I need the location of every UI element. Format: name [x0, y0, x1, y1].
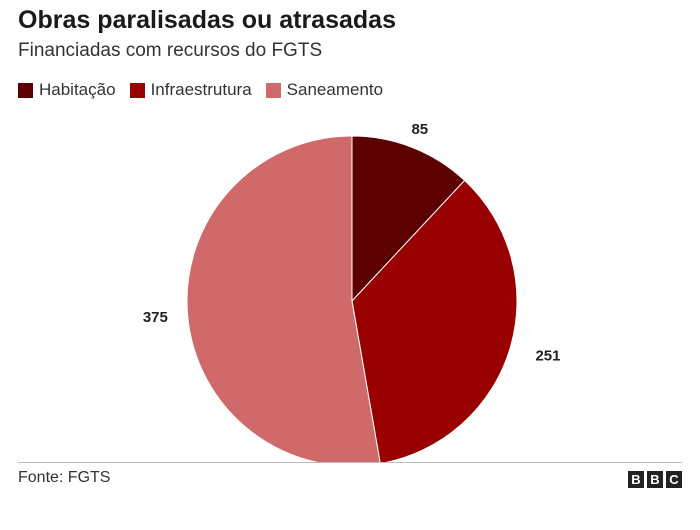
legend-swatch-infraestrutura — [129, 82, 145, 98]
bbc-logo: B B C — [625, 471, 682, 488]
legend-label-habitacao: Habitação — [39, 80, 116, 99]
legend-swatch-habitacao — [18, 82, 33, 98]
chart-subtitle: Financiadas com recursos do FGTS — [18, 40, 323, 61]
data-label-0: 85 — [411, 121, 428, 138]
legend-item-habitacao: Habitação — [18, 80, 116, 100]
pie-slice-0 — [351, 135, 466, 303]
legend-item-infraestrutura: Infraestrutura — [129, 80, 252, 100]
footer-divider — [18, 462, 682, 463]
bbc-logo-letter: C — [666, 471, 682, 488]
bbc-logo-letter: B — [628, 471, 644, 488]
legend-label-infraestrutura: Infraestrutura — [150, 80, 252, 99]
data-label-1: 251 — [535, 348, 560, 365]
source-note: Fonte: FGTS — [18, 469, 111, 486]
chart-legend: Habitação Infraestrutura Saneamento — [18, 80, 397, 100]
pie-chart: 85 251 375 — [143, 121, 560, 462]
bbc-logo-letter: B — [647, 471, 663, 488]
chart-title: Obras paralisadas ou atrasadas — [18, 6, 396, 34]
legend-swatch-saneamento — [265, 82, 281, 98]
pie-slice-2 — [186, 135, 381, 462]
pie-slice-1 — [351, 179, 518, 462]
data-label-2: 375 — [143, 309, 168, 326]
legend-item-saneamento: Saneamento — [265, 80, 384, 100]
legend-label-saneamento: Saneamento — [286, 80, 384, 99]
